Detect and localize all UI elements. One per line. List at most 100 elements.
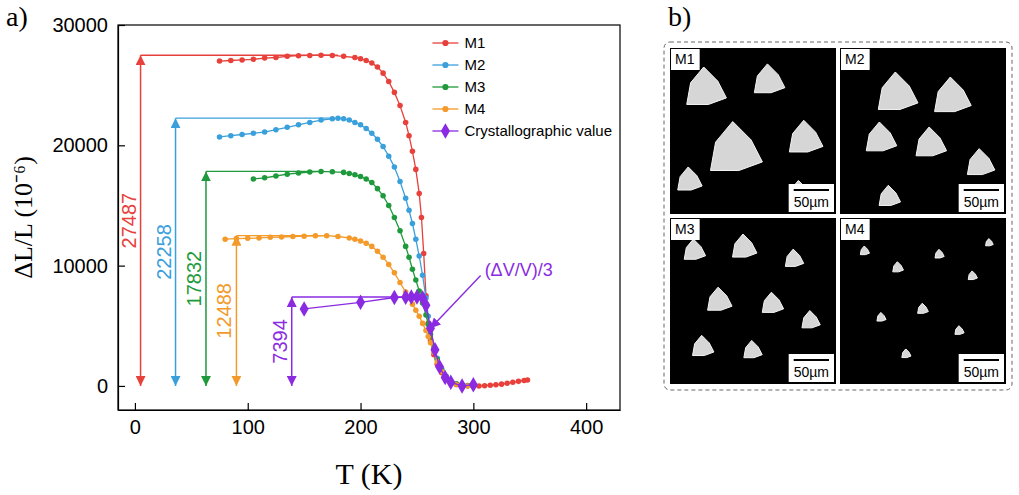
data-point — [273, 127, 279, 133]
data-point — [413, 167, 419, 173]
data-point — [369, 60, 375, 66]
particle — [935, 249, 944, 258]
scale-bar — [964, 189, 999, 191]
y-axis: 0100002000030000 — [52, 14, 125, 411]
image-label: M4 — [845, 221, 865, 237]
y-tick-mark — [118, 386, 125, 387]
x-tick-label: 400 — [570, 416, 603, 438]
data-point — [403, 120, 409, 126]
particle — [878, 72, 918, 109]
data-point — [416, 191, 422, 197]
particle — [986, 239, 994, 246]
data-point — [346, 117, 352, 123]
series-1 — [217, 115, 476, 388]
data-point — [352, 55, 358, 61]
data-point — [324, 233, 330, 239]
image-label-box — [841, 219, 870, 240]
particle — [935, 77, 972, 112]
data-point — [499, 381, 505, 387]
data-point — [416, 313, 422, 319]
data-point — [251, 176, 257, 182]
data-point — [413, 277, 419, 283]
legend-marker — [442, 62, 448, 68]
series-line — [220, 55, 528, 386]
data-point — [406, 254, 412, 260]
data-point — [363, 58, 369, 64]
annotation-arrow — [140, 55, 142, 386]
legend-marker — [442, 106, 448, 112]
legend-item: M4 — [432, 100, 485, 117]
particle — [708, 287, 732, 310]
data-point — [406, 208, 412, 214]
data-point — [420, 272, 426, 278]
x-tick-mark — [135, 403, 136, 410]
data-point — [420, 321, 426, 327]
particle — [866, 122, 897, 151]
particle — [860, 246, 869, 255]
data-point — [358, 122, 364, 128]
particle — [762, 292, 783, 312]
particle — [754, 64, 785, 93]
data-point — [369, 244, 375, 250]
data-point — [392, 270, 398, 276]
annotation-arrow — [236, 236, 238, 386]
x-axis: 0100200300400 — [119, 403, 621, 438]
particle — [967, 149, 994, 175]
data-point — [262, 175, 268, 181]
scale-bar-box — [789, 354, 834, 382]
data-point — [284, 125, 290, 131]
data-point — [413, 307, 419, 313]
data-point — [406, 133, 412, 139]
annotation-label: 7394 — [269, 319, 291, 364]
annotation-label: 17832 — [183, 251, 205, 307]
data-point — [363, 176, 369, 182]
annotation-arrow — [175, 118, 177, 386]
data-point — [363, 126, 369, 132]
x-tick-label: 0 — [130, 416, 141, 438]
particle — [785, 249, 803, 266]
annotation-level-line — [206, 171, 318, 172]
scale-bar — [794, 189, 829, 191]
x-axis-title: T (K) — [336, 457, 403, 491]
data-point — [341, 170, 347, 176]
data-point — [413, 236, 419, 242]
x-tick-mark — [586, 403, 587, 410]
data-point — [273, 173, 279, 179]
series-2 — [251, 169, 477, 389]
data-point — [228, 133, 234, 139]
particle — [916, 127, 947, 156]
legend-marker — [442, 84, 448, 90]
data-point — [421, 298, 430, 314]
y-tick-label: 20000 — [52, 134, 108, 156]
data-point — [469, 377, 478, 393]
legend: M1M2M3M4Crystallographic value — [432, 34, 612, 139]
legend-item: M1 — [432, 34, 485, 51]
note-label: (ΔV/V)/3 — [485, 260, 553, 280]
data-point — [419, 215, 425, 221]
data-point — [397, 103, 403, 109]
data-point — [352, 236, 358, 242]
chart-container: 01002003004000100002000030000T (K)ΔL/L (… — [0, 0, 1019, 495]
data-point — [239, 132, 245, 138]
data-point — [504, 381, 510, 387]
annotation-level-line — [292, 296, 426, 297]
legend-label: M2 — [464, 56, 485, 73]
series-line — [220, 118, 474, 386]
data-point — [358, 238, 364, 244]
data-point — [410, 149, 416, 155]
scale-bar — [794, 359, 829, 361]
y-tick: 20000 — [52, 134, 125, 156]
legend-label: Crystallographic value — [464, 122, 612, 139]
legend-item: M2 — [432, 56, 485, 73]
data-point — [245, 236, 251, 242]
data-point — [228, 58, 234, 64]
data-point — [392, 164, 398, 170]
data-point — [435, 359, 444, 375]
annotation-arrow — [291, 297, 293, 386]
data-point — [410, 266, 416, 272]
annotation-label: 22258 — [153, 224, 175, 280]
scale-bar — [964, 359, 999, 361]
image-label: M2 — [845, 51, 865, 67]
data-point — [375, 137, 381, 143]
x-tick-mark — [248, 403, 249, 410]
